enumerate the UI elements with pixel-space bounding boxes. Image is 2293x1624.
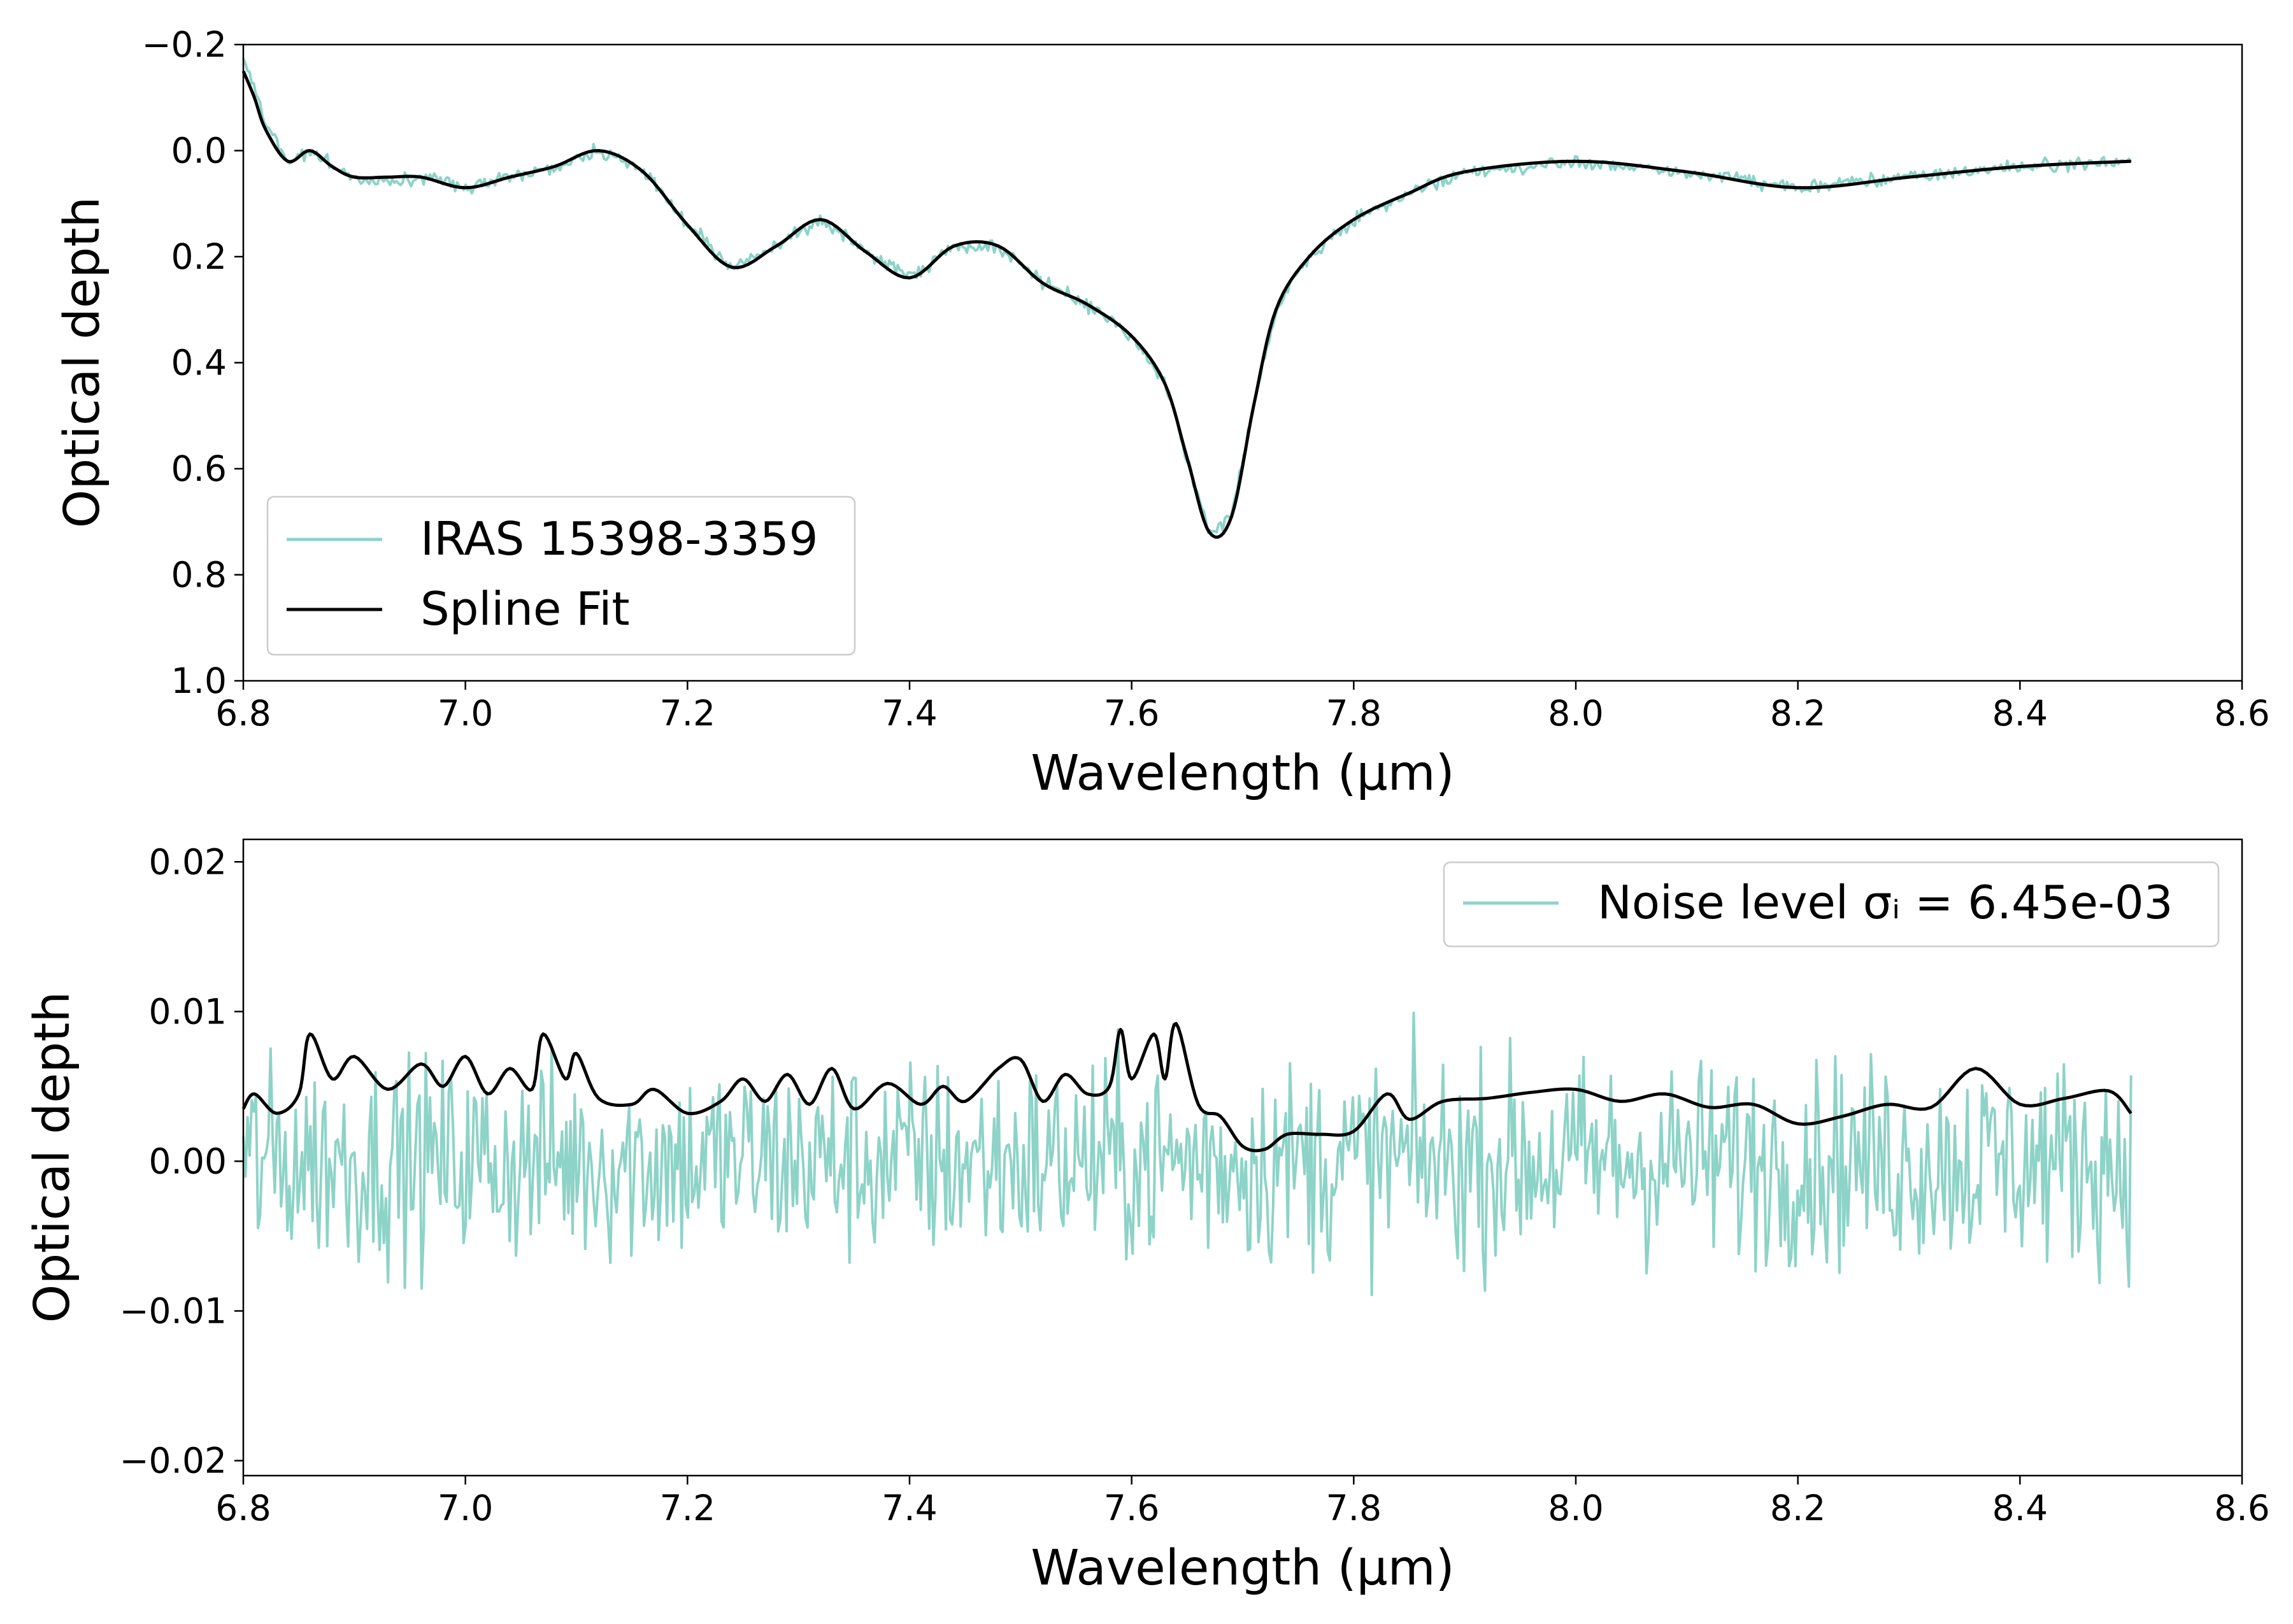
plot-frame [242, 838, 2243, 1477]
y-tick-label: 0.02 [149, 841, 227, 882]
x-tick-label: 6.8 [215, 1488, 271, 1528]
x-tick-label: 7.8 [1326, 1488, 1382, 1528]
x-tick-label: 7.2 [660, 693, 715, 734]
x-tick-label: 8.2 [1770, 1488, 1825, 1528]
x-tick-label: 8.4 [1992, 693, 2048, 734]
x-tick-label: 6.8 [215, 693, 271, 734]
legend-frame [1443, 861, 2220, 948]
x-tick-label: 7.4 [882, 693, 937, 734]
x-tick-label: 7.4 [882, 1488, 937, 1528]
y-tick-label: 0.2 [171, 236, 227, 277]
legend: Noise level σᵢ = 6.45e-03 [1443, 861, 2220, 948]
x-tick-label: 8.6 [2214, 1488, 2269, 1528]
x-tick-label: 7.6 [1104, 693, 1159, 734]
x-tick-label: 7.2 [660, 1488, 715, 1528]
x-tick-label: 7.0 [438, 1488, 493, 1528]
series-lines [241, 58, 2132, 539]
top-panel: 6.8 7.0 7.2 7.4 7.6 7.8 8.0 8.2 8.4 8.6 −0.2 0.0 0.2… [54, 24, 2270, 802]
series-line-spectrum [242, 1011, 2132, 1297]
bottom-panel: 6.8 7.0 7.2 7.4 7.6 7.8 8.0 8.2 8.4 8.6 −0.02 −0.01… [24, 838, 2270, 1597]
legend-label-spectrum: IRAS 15398-3359 [420, 512, 818, 566]
legend-frame [266, 495, 856, 656]
axis-ticks: 6.8 7.0 7.2 7.4 7.6 7.8 8.0 8.2 8.4 8.6 −0.2 0.0 0.2… [141, 24, 2269, 734]
series-line-spline [241, 70, 2131, 539]
x-tick-label: 8.6 [2214, 693, 2269, 734]
y-tick-label: 0.4 [171, 343, 227, 383]
x-axis-label: Wavelength (μm) [1031, 745, 1454, 802]
y-axis-label: Optical depth [54, 197, 111, 529]
y-tick-label: −0.02 [119, 1440, 227, 1481]
y-tick-label: 0.01 [149, 991, 227, 1032]
y-tick-label: 0.00 [149, 1141, 227, 1181]
x-tick-label: 8.2 [1770, 693, 1825, 734]
x-tick-label: 7.8 [1326, 693, 1382, 734]
legend-label-fit: Spline Fit [420, 582, 630, 636]
y-axis-label: Optical depth [24, 992, 81, 1323]
y-tick-label: 0.0 [171, 131, 227, 171]
legend: IRAS 15398-3359 Spline Fit [266, 495, 856, 656]
x-tick-label: 8.0 [1548, 1488, 1603, 1528]
y-tick-label: −0.01 [119, 1290, 227, 1331]
x-axis-label: Wavelength (μm) [1031, 1540, 1454, 1597]
x-tick-label: 7.6 [1104, 1488, 1159, 1528]
series-lines [241, 1011, 2132, 1297]
y-tick-label: 0.8 [171, 555, 227, 595]
axis-ticks: 6.8 7.0 7.2 7.4 7.6 7.8 8.0 8.2 8.4 8.6 −0.02 −0.01… [119, 841, 2269, 1528]
y-tick-label: 0.6 [171, 448, 227, 489]
plot-frame [242, 43, 2243, 682]
y-tick-label: −0.2 [141, 24, 227, 65]
series-line-spline [241, 1022, 2132, 1153]
x-tick-label: 8.0 [1548, 693, 1603, 734]
y-tick-label: 1.0 [171, 660, 227, 701]
x-tick-label: 8.4 [1992, 1488, 2048, 1528]
x-tick-label: 7.0 [438, 693, 493, 734]
legend-label-noise: Noise level σᵢ = 6.45e-03 [1597, 876, 2173, 929]
